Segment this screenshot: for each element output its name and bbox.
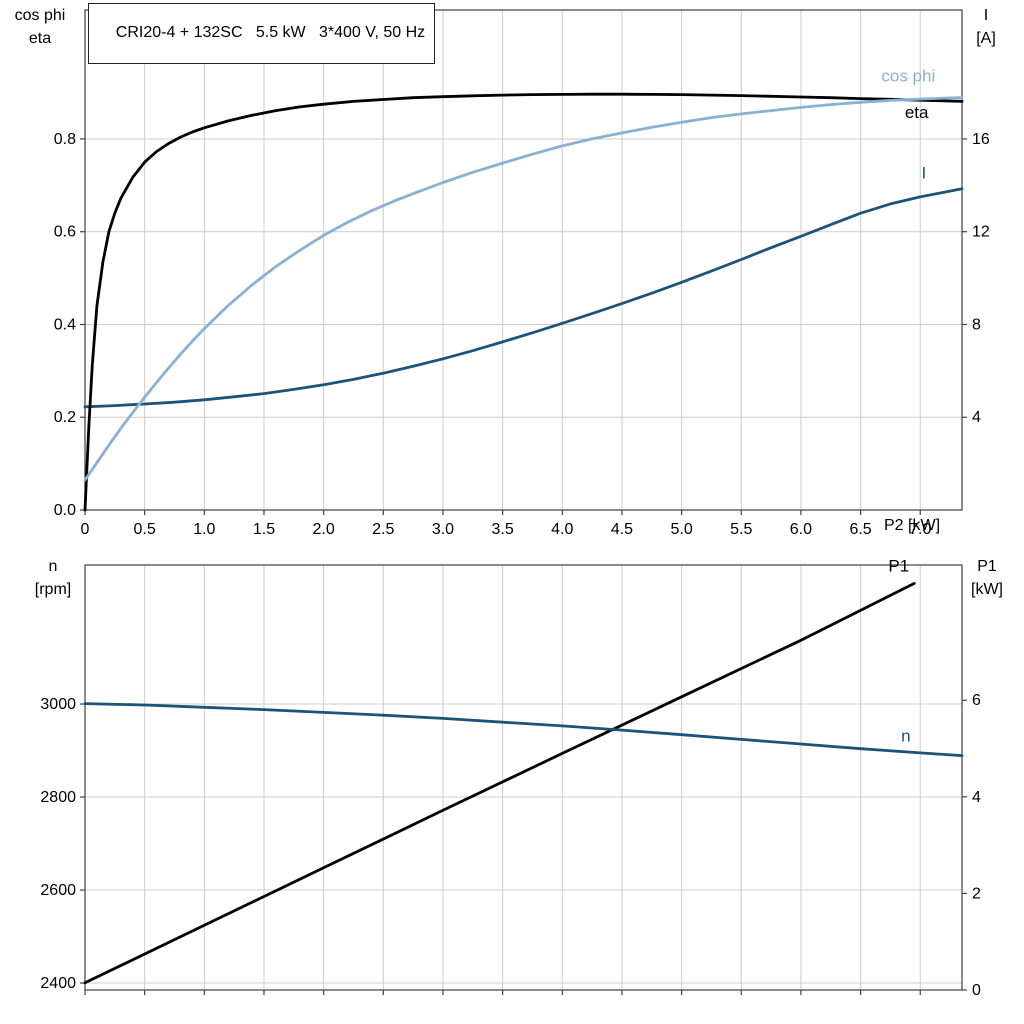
- plot-frame: [84, 9, 963, 511]
- series-curve-i: [83, 187, 964, 409]
- chart-title-box: CRI20-4 + 132SC 5.5 kW 3*400 V, 50 Hz: [88, 3, 436, 64]
- x-tick-label: 7.0: [909, 521, 931, 538]
- x-tick-label: 2.0: [313, 521, 335, 538]
- y-right-tick-label: 4: [972, 409, 981, 426]
- bottom-right-axis-label: P1 [kW]: [962, 555, 1012, 601]
- series-label-i: I: [921, 163, 926, 182]
- right-axis-label-p1-unit: [kW]: [971, 581, 1003, 598]
- series-curve-eta: [83, 92, 964, 512]
- series-label-eta: eta: [905, 103, 929, 122]
- x-tick-label: 0: [81, 521, 90, 538]
- y-right-tick-label: 4: [972, 789, 981, 806]
- x-tick-label: 1.5: [253, 521, 275, 538]
- y-left-tick-label: 0.4: [54, 316, 76, 333]
- x-tick-label: 3.5: [491, 521, 513, 538]
- top-chart: 0 0.5 1.0 1.5 2.0 2.5 3.0 3.5 4.0 4.5 5.0 5.5 6.0 6.5…: [54, 9, 990, 538]
- series-curve-p1: [83, 582, 916, 985]
- series-label-p1: P1: [888, 556, 909, 575]
- top-left-axis-label: cos phi eta: [2, 4, 78, 50]
- y-left-tick-label: 0.0: [54, 502, 76, 519]
- x-tick-label: 2.5: [372, 521, 394, 538]
- left-axis-label-speed: n: [48, 558, 58, 575]
- y-right-tick-label: 0: [972, 982, 981, 999]
- y-left-tick-label: 0.2: [54, 409, 76, 426]
- y-right-tick-label: 12: [972, 224, 990, 241]
- left-axis-label-cosphi: cos phi: [14, 7, 66, 24]
- x-tick-label: 6.5: [849, 521, 871, 538]
- left-axis-label-eta: eta: [28, 30, 52, 47]
- x-tick-label: 4.5: [611, 521, 633, 538]
- y-left-tick-label: 2800: [40, 789, 76, 806]
- series-label-n: n: [901, 727, 910, 746]
- y-left-tick-label: 2400: [40, 975, 76, 992]
- y-right-tick-label: 2: [972, 885, 981, 902]
- x-tick-label: 6.0: [790, 521, 812, 538]
- series-label-cos-phi: cos phi: [881, 66, 935, 85]
- y-left-tick-label: 2600: [40, 882, 76, 899]
- x-tick-label: 1.0: [193, 521, 215, 538]
- y-left-tick-label: 0.8: [54, 131, 76, 148]
- chart-title: CRI20-4 + 132SC 5.5 kW 3*400 V, 50 Hz: [115, 24, 426, 41]
- y-right-tick-label: 6: [972, 692, 981, 709]
- x-axis-label: P2 [kW]: [884, 517, 941, 534]
- x-tick-label: 5.0: [670, 521, 692, 538]
- x-tick-label: 0.5: [134, 521, 156, 538]
- y-right-tick-label: 8: [972, 316, 981, 333]
- plot-frame: [84, 564, 963, 991]
- right-axis-label-p1: P1: [977, 558, 997, 575]
- x-tick-label: 5.5: [730, 521, 752, 538]
- right-axis-label-current: I: [983, 7, 989, 24]
- series-curve-cos-phi: [83, 96, 964, 482]
- bottom-chart: 2400 2600 2800 3000 0 2 4 6 P1 n: [40, 556, 981, 999]
- series-curve-n: [83, 702, 964, 757]
- top-right-axis-label: I [A]: [964, 4, 1008, 50]
- y-left-tick-label: 3000: [40, 696, 76, 713]
- y-left-tick-label: 0.6: [54, 224, 76, 241]
- x-tick-label: 3.0: [432, 521, 454, 538]
- y-right-tick-label: 16: [972, 131, 990, 148]
- left-axis-label-speed-unit: [rpm]: [34, 581, 72, 598]
- bottom-left-axis-label: n [rpm]: [22, 555, 84, 601]
- right-axis-label-current-unit: [A]: [976, 30, 996, 47]
- x-tick-label: 4.0: [551, 521, 573, 538]
